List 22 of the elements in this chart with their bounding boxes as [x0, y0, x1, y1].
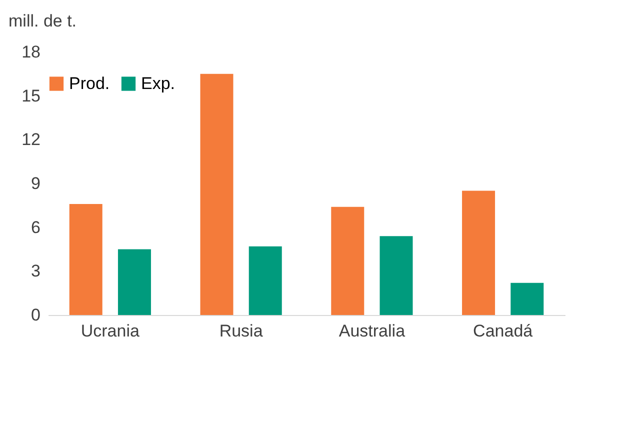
x-tick-label: Ucrania	[80, 322, 140, 340]
legend-label: Prod.	[69, 74, 110, 93]
y-tick-label: 12	[22, 130, 40, 150]
x-tick-label: Australia	[338, 322, 406, 340]
bar	[331, 206, 364, 315]
y-tick-label: 15	[22, 86, 40, 106]
bar	[118, 249, 151, 315]
bar	[248, 246, 282, 315]
y-tick-label: 9	[31, 174, 40, 193]
x-tick-label: Rusia	[219, 322, 264, 340]
y-tick-label: 6	[31, 218, 40, 237]
legend-label: Exp.	[141, 74, 176, 93]
bar	[69, 204, 102, 315]
y-tick-label: 18	[22, 42, 40, 62]
y-axis-title: mill. de t.	[8, 12, 77, 30]
bar	[510, 282, 544, 315]
bar	[462, 190, 496, 315]
y-tick-label: 3	[31, 262, 40, 281]
y-tick-label: 0	[31, 306, 40, 324]
bar	[380, 236, 413, 315]
x-tick-label: Canadá	[473, 322, 534, 340]
bar	[200, 74, 234, 315]
